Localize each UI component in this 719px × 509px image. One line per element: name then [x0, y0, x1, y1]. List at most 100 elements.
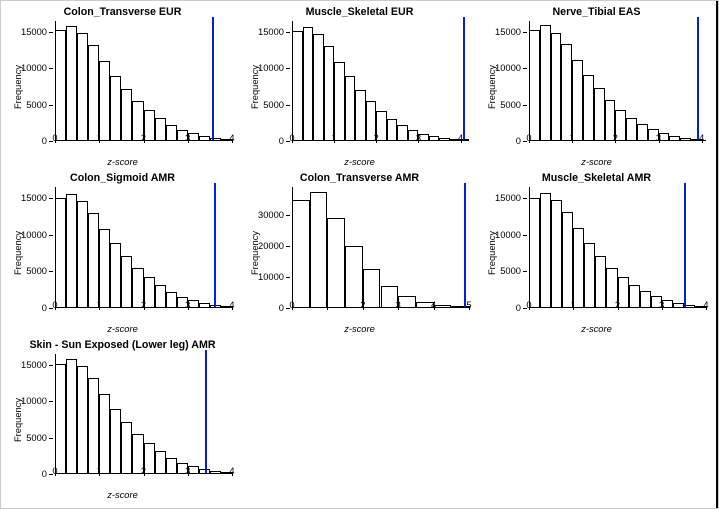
x-label: z-score: [9, 490, 236, 500]
histogram-bar: [529, 198, 540, 308]
plot-area: 01234050001000015000: [55, 354, 232, 474]
figure-right-border: [716, 1, 718, 508]
y-tick: [49, 401, 53, 402]
histogram-bar: [327, 218, 345, 307]
x-tick-label: 1: [97, 133, 102, 143]
y-tick-label: 5000: [500, 266, 521, 276]
histogram-bar: [313, 34, 324, 141]
y-tick-label: 5000: [26, 433, 47, 443]
y-axis-line: [55, 354, 56, 474]
y-ticks: 050001000015000: [49, 187, 55, 307]
y-tick-label: 15000: [495, 193, 521, 203]
y-tick-label: 15000: [495, 27, 521, 37]
y-tick-label: 15000: [21, 360, 47, 370]
histogram-bar: [66, 26, 77, 141]
x-tick-label: 2: [613, 133, 618, 143]
y-tick-label: 15000: [258, 27, 284, 37]
x-tick-label: 1: [97, 300, 102, 310]
histogram-bar: [88, 45, 99, 141]
y-tick-label: 10000: [21, 230, 47, 240]
x-tick-label: 1: [570, 133, 575, 143]
histogram-bar: [55, 30, 66, 141]
y-axis-line: [292, 187, 293, 307]
histogram-bar: [540, 193, 551, 307]
y-tick-label: 0: [42, 303, 47, 313]
panel-nerve-tibial-eas: Nerve_Tibial EASFrequencyz-score01234050…: [483, 7, 710, 167]
panel-colon-sigmoid-amr: Colon_Sigmoid AMRFrequencyz-score0123405…: [9, 173, 236, 333]
x-tick-label: 2: [615, 300, 620, 310]
histogram-bar: [303, 27, 314, 141]
y-axis-line: [529, 187, 530, 307]
y-tick: [49, 105, 53, 106]
x-ticks: 01234: [292, 129, 469, 143]
y-tick: [49, 68, 53, 69]
x-ticks: 012345: [292, 296, 469, 310]
y-tick-label: 0: [42, 136, 47, 146]
y-tick: [523, 141, 527, 142]
x-tick-label: 4: [229, 133, 234, 143]
y-axis-line: [292, 21, 293, 141]
panel-colon-transverse-amr: Colon_Transverse AMRFrequencyz-score0123…: [246, 173, 473, 333]
y-tick-label: 10000: [21, 63, 47, 73]
histogram-bar: [561, 44, 572, 141]
panel-title: Muscle_Skeletal EUR: [246, 7, 473, 19]
y-tick: [286, 141, 290, 142]
x-tick-label: 3: [656, 133, 661, 143]
y-tick-label: 0: [516, 303, 521, 313]
plot-area: 01234050001000015000: [55, 21, 232, 141]
y-label-container: Frequency: [246, 173, 260, 333]
y-tick-label: 0: [42, 469, 47, 479]
x-tick-label: 2: [360, 300, 365, 310]
reference-vline: [464, 183, 466, 307]
x-ticks: 01234: [55, 296, 232, 310]
x-label: z-score: [483, 324, 710, 334]
plot-area: 01234050001000015000: [529, 187, 706, 307]
x-tick-label: 2: [374, 133, 379, 143]
x-tick-label: 4: [699, 133, 704, 143]
x-tick-label: 4: [703, 300, 708, 310]
panel-colon-transverse-eur: Colon_Transverse EURFrequencyz-score0123…: [9, 7, 236, 167]
y-ticks: 0100002000030000: [286, 187, 292, 307]
y-tick: [523, 32, 527, 33]
histogram-bar: [292, 31, 303, 141]
histogram-bar: [55, 364, 66, 474]
y-tick: [286, 105, 290, 106]
reference-vline: [205, 350, 207, 474]
histogram-bar: [77, 201, 88, 307]
x-tick-label: 4: [229, 300, 234, 310]
y-axis-line: [55, 21, 56, 141]
plot-area: 01234050001000015000: [529, 21, 706, 141]
panel-title: Colon_Sigmoid AMR: [9, 173, 236, 185]
panel-title: Colon_Transverse AMR: [246, 173, 473, 185]
histogram-bar: [88, 378, 99, 474]
x-label: z-score: [483, 157, 710, 167]
y-tick: [49, 474, 53, 475]
reference-vline: [214, 183, 216, 307]
histogram-bar: [310, 192, 328, 308]
x-ticks: 01234: [529, 129, 706, 143]
y-tick: [49, 365, 53, 366]
x-tick-label: 3: [659, 300, 664, 310]
x-tick-label: 2: [141, 133, 146, 143]
plot-area: 01234050001000015000: [55, 187, 232, 307]
x-label: z-score: [246, 157, 473, 167]
histogram-bars: [55, 187, 232, 307]
y-ticks: 050001000015000: [49, 354, 55, 474]
y-ticks: 050001000015000: [523, 21, 529, 141]
x-tick-label: 2: [141, 466, 146, 476]
panel-grid: Colon_Transverse EURFrequencyz-score0123…: [9, 7, 710, 500]
histogram-bar: [292, 200, 310, 308]
panel-skin-sun-exposed-amr: Skin - Sun Exposed (Lower leg) AMRFreque…: [9, 340, 236, 500]
y-tick-label: 10000: [258, 272, 284, 282]
x-label: z-score: [9, 157, 236, 167]
y-tick-label: 5000: [26, 100, 47, 110]
x-tick-label: 3: [185, 133, 190, 143]
y-tick-label: 0: [516, 136, 521, 146]
x-ticks: 01234: [55, 129, 232, 143]
histogram-bar: [540, 25, 551, 141]
x-ticks: 01234: [529, 296, 706, 310]
histogram-bar: [66, 194, 77, 308]
y-tick-label: 5000: [26, 266, 47, 276]
y-ticks: 050001000015000: [286, 21, 292, 141]
y-tick: [49, 438, 53, 439]
